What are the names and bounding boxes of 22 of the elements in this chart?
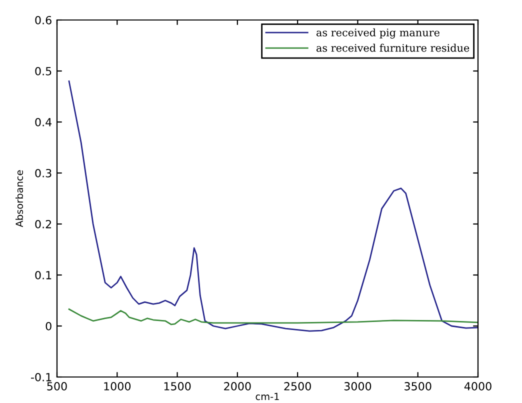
- y-axis-title: Absorbance: [15, 170, 24, 228]
- y-tick-label: 0.5: [35, 66, 52, 76]
- x-axis-title: cm-1: [256, 392, 279, 400]
- x-tick-label: 1000: [104, 382, 131, 390]
- y-tick-label: 0.6: [35, 16, 52, 24]
- x-tick-label: 2500: [284, 382, 311, 390]
- x-tick-label: 3500: [404, 382, 432, 390]
- y-tick-label: 0.2: [35, 220, 52, 228]
- y-tick-label: 0.1: [35, 270, 52, 280]
- x-tick-label: 4000: [464, 382, 492, 390]
- x-tick-label: 3000: [344, 382, 372, 390]
- x-tick-label: 2000: [224, 382, 251, 390]
- y-tick-label: -0.1: [31, 372, 52, 382]
- legend-label: as received pig manure: [316, 28, 440, 39]
- legend-label: as received furniture residue: [316, 44, 470, 52]
- line-series: [68, 308, 478, 326]
- x-tick-label: 1500: [164, 382, 191, 390]
- y-tick-label: 0: [46, 322, 52, 330]
- y-tick-label: 0.4: [35, 118, 52, 126]
- x-tick-label: 500: [47, 382, 67, 390]
- line-series: [68, 80, 478, 332]
- y-tick-label: 0.3: [35, 168, 52, 178]
